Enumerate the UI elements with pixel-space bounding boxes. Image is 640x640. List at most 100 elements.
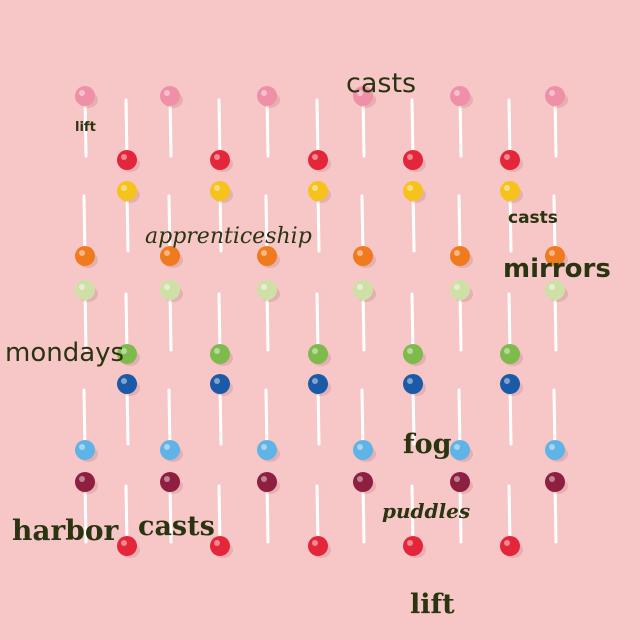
lollipop-stick xyxy=(507,98,512,162)
word-lift-bottom: lift xyxy=(410,589,455,620)
lollipop-red-1-4 xyxy=(500,98,523,172)
word-apprenticeship: apprenticeship xyxy=(145,224,312,249)
lollipop-shine xyxy=(164,284,170,290)
lollipop-candy xyxy=(403,374,423,394)
lollipop-candy xyxy=(545,280,565,300)
lollipop-candy xyxy=(353,86,373,106)
lollipop-shine xyxy=(407,348,413,354)
word-mirrors: mirrors xyxy=(503,254,611,284)
lollipop-candy xyxy=(160,246,180,266)
lollipop-stick xyxy=(553,480,558,544)
lollipop-stick xyxy=(125,382,130,446)
lollipop-candy xyxy=(75,280,95,300)
lollipop-candy xyxy=(353,280,373,300)
lollipop-maroon-8-5 xyxy=(545,472,568,544)
lollipop-candy xyxy=(117,536,137,556)
lollipop-stick xyxy=(83,288,88,352)
lollipop-stick xyxy=(124,98,129,162)
lollipop-shine xyxy=(312,348,318,354)
lollipop-stick xyxy=(361,480,366,544)
lollipop-orange-3-4 xyxy=(450,194,473,268)
lollipop-shine xyxy=(504,185,510,191)
word-casts-top: casts xyxy=(346,68,417,99)
lollipop-navy-6-0 xyxy=(117,374,140,446)
lollipop-candy xyxy=(450,246,470,266)
lollipop-shine xyxy=(407,154,413,160)
lollipop-candy xyxy=(403,344,423,364)
lollipop-shine xyxy=(261,250,267,256)
lollipop-candy xyxy=(308,181,328,201)
lollipop-stick xyxy=(264,388,269,452)
lollipop-shine xyxy=(504,378,510,384)
lollipop-stick xyxy=(265,94,270,158)
lollipop-shine xyxy=(407,378,413,384)
lollipop-red-9-2 xyxy=(308,484,331,558)
lollipop-stick xyxy=(168,288,173,352)
lollipop-stick xyxy=(553,288,558,352)
lollipop-stick xyxy=(124,484,129,548)
lollipop-stick xyxy=(82,194,87,258)
lollipop-stick xyxy=(315,484,320,548)
lollipop-stick xyxy=(167,388,172,452)
lollipop-sky-blue-7-5 xyxy=(545,388,568,462)
lollipop-shine xyxy=(357,476,363,482)
lollipop-yellow-2-1 xyxy=(210,181,233,253)
lollipop-candy xyxy=(308,536,328,556)
lollipop-stick xyxy=(125,189,130,253)
lollipop-stick xyxy=(360,194,365,258)
lollipop-pale-green-4-4 xyxy=(450,280,473,352)
lollipop-orange-3-2 xyxy=(257,194,280,268)
lollipop-shine xyxy=(79,90,85,96)
lollipop-shine xyxy=(261,476,267,482)
lollipop-stick xyxy=(83,94,88,158)
lollipop-candy xyxy=(75,86,95,106)
lollipop-red-9-0 xyxy=(117,484,140,558)
lollipop-candy xyxy=(500,344,520,364)
lollipop-candy xyxy=(210,344,230,364)
lollipop-candy xyxy=(257,86,277,106)
word-casts-mid: casts xyxy=(138,511,215,542)
lollipop-shine xyxy=(214,540,220,546)
lollipop-yellow-2-3 xyxy=(403,181,426,253)
lollipop-shine xyxy=(549,250,555,256)
lollipop-candy xyxy=(450,440,470,460)
lollipop-sky-blue-7-1 xyxy=(160,388,183,462)
lollipop-stick xyxy=(552,194,557,258)
lollipop-green-5-2 xyxy=(308,292,331,366)
lollipop-candy xyxy=(160,472,180,492)
lollipop-candy xyxy=(308,344,328,364)
word-lift-small: lift xyxy=(75,120,96,135)
lollipop-candy xyxy=(353,440,373,460)
lollipop-stick xyxy=(264,194,269,258)
lollipop-candy xyxy=(75,472,95,492)
lollipop-candy xyxy=(500,181,520,201)
lollipop-candy xyxy=(75,440,95,460)
lollipop-navy-6-4 xyxy=(500,374,523,446)
lollipop-candy xyxy=(210,374,230,394)
lollipop-stick xyxy=(457,388,462,452)
lollipop-stick xyxy=(168,480,173,544)
lollipop-shine xyxy=(121,185,127,191)
lollipop-stick xyxy=(552,388,557,452)
lollipop-stick xyxy=(361,94,366,158)
lollipop-pale-green-4-5 xyxy=(545,280,568,352)
lollipop-shine xyxy=(312,540,318,546)
lollipop-shine xyxy=(312,185,318,191)
lollipop-shine xyxy=(504,540,510,546)
lollipop-candy xyxy=(210,150,230,170)
lollipop-shine xyxy=(357,284,363,290)
lollipop-yellow-2-4 xyxy=(500,181,523,253)
lollipop-stick xyxy=(265,288,270,352)
lollipop-shine xyxy=(261,444,267,450)
lollipop-candy xyxy=(353,472,373,492)
lollipop-candy xyxy=(308,374,328,394)
lollipop-shine xyxy=(357,250,363,256)
lollipop-candy xyxy=(403,181,423,201)
lollipop-stick xyxy=(458,288,463,352)
lollipop-shine xyxy=(312,154,318,160)
lollipop-candy xyxy=(257,440,277,460)
lollipop-stick xyxy=(218,382,223,446)
lollipop-candy xyxy=(450,472,470,492)
lollipop-pale-green-4-1 xyxy=(160,280,183,352)
word-mondays: mondays xyxy=(5,338,125,368)
